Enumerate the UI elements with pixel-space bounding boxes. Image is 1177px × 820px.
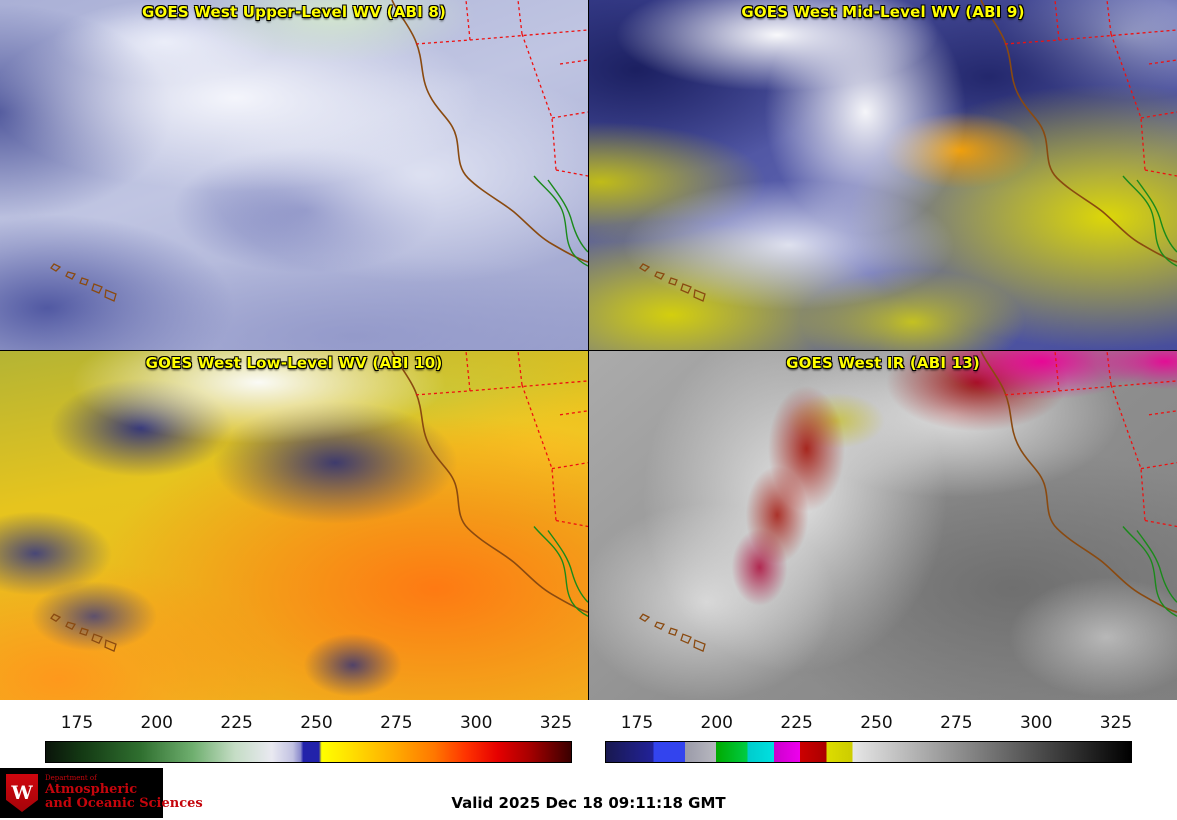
aos-logo: W Department of Atmospheric and Oceanic … xyxy=(0,768,203,818)
logo-line-1: Atmospheric xyxy=(45,781,138,797)
valid-timestamp: Valid 2025 Dec 18 09:11:18 GMT xyxy=(451,794,726,812)
satellite-imagery-abi9 xyxy=(589,0,1177,350)
wv-colorbar-block: 175 200 225 250 275 300 325 xyxy=(45,700,572,768)
panel-upper-level-wv: GOES West Upper-Level WV (ABI 8) xyxy=(0,0,588,350)
ir-colorbar-ticks: 175 200 225 250 275 300 325 xyxy=(605,709,1133,733)
map-overlay xyxy=(639,0,1177,302)
colorbar-legend-section: 175 200 225 250 275 300 325 175 200 225 250 275 300… xyxy=(0,700,1177,768)
wv-colorbar xyxy=(45,741,572,763)
panel-low-level-wv: GOES West Low-Level WV (ABI 10) xyxy=(0,351,588,700)
colorbar-tick: 300 xyxy=(1019,713,1053,733)
panel-mid-level-wv: GOES West Mid-Level WV (ABI 9) xyxy=(589,0,1177,350)
colorbar-tick: 225 xyxy=(220,713,253,733)
satellite-imagery-abi13 xyxy=(589,351,1177,700)
colorbar-tick: 275 xyxy=(940,713,973,733)
colorbar-tick: 325 xyxy=(1099,713,1133,733)
ir-colorbar xyxy=(605,741,1132,763)
colorbar-tick: 250 xyxy=(300,713,333,733)
colorbar-tick: 300 xyxy=(459,713,493,733)
logo-dept-line: Department of xyxy=(45,774,97,783)
wv-colorbar-ticks: 175 200 225 250 275 300 325 xyxy=(45,709,573,733)
colorbar-tick: 325 xyxy=(539,713,573,733)
colorbar-tick: 200 xyxy=(700,713,734,733)
panel-title-abi8: GOES West Upper-Level WV (ABI 8) xyxy=(141,3,447,21)
colorbar-tick: 225 xyxy=(780,713,813,733)
satellite-quad-grid: GOES West Upper-Level WV (ABI 8) GOES We… xyxy=(0,0,1177,700)
panel-ir: GOES West IR (ABI 13) xyxy=(589,351,1177,700)
map-overlay xyxy=(50,351,588,652)
colorbar-tick: 175 xyxy=(60,713,94,733)
colorbar-tick: 200 xyxy=(140,713,174,733)
colorbar-tick: 175 xyxy=(620,713,654,733)
aos-logo-text: Department of Atmospheric and Oceanic Sc… xyxy=(45,775,203,811)
footer: W Department of Atmospheric and Oceanic … xyxy=(0,768,1177,820)
panel-title-abi9: GOES West Mid-Level WV (ABI 9) xyxy=(741,3,1025,21)
satellite-imagery-abi10 xyxy=(0,351,588,700)
colorbar-tick: 250 xyxy=(860,713,893,733)
colorbar-tick: 275 xyxy=(380,713,413,733)
ir-colorbar-block: 175 200 225 250 275 300 325 xyxy=(605,700,1132,768)
logo-line-2: and Oceanic Sciences xyxy=(45,795,203,811)
panel-title-abi13: GOES West IR (ABI 13) xyxy=(786,354,980,372)
satellite-imagery-abi8 xyxy=(0,0,588,350)
map-overlay xyxy=(639,351,1177,652)
panel-title-abi10: GOES West Low-Level WV (ABI 10) xyxy=(145,354,443,372)
map-overlay xyxy=(50,0,588,302)
